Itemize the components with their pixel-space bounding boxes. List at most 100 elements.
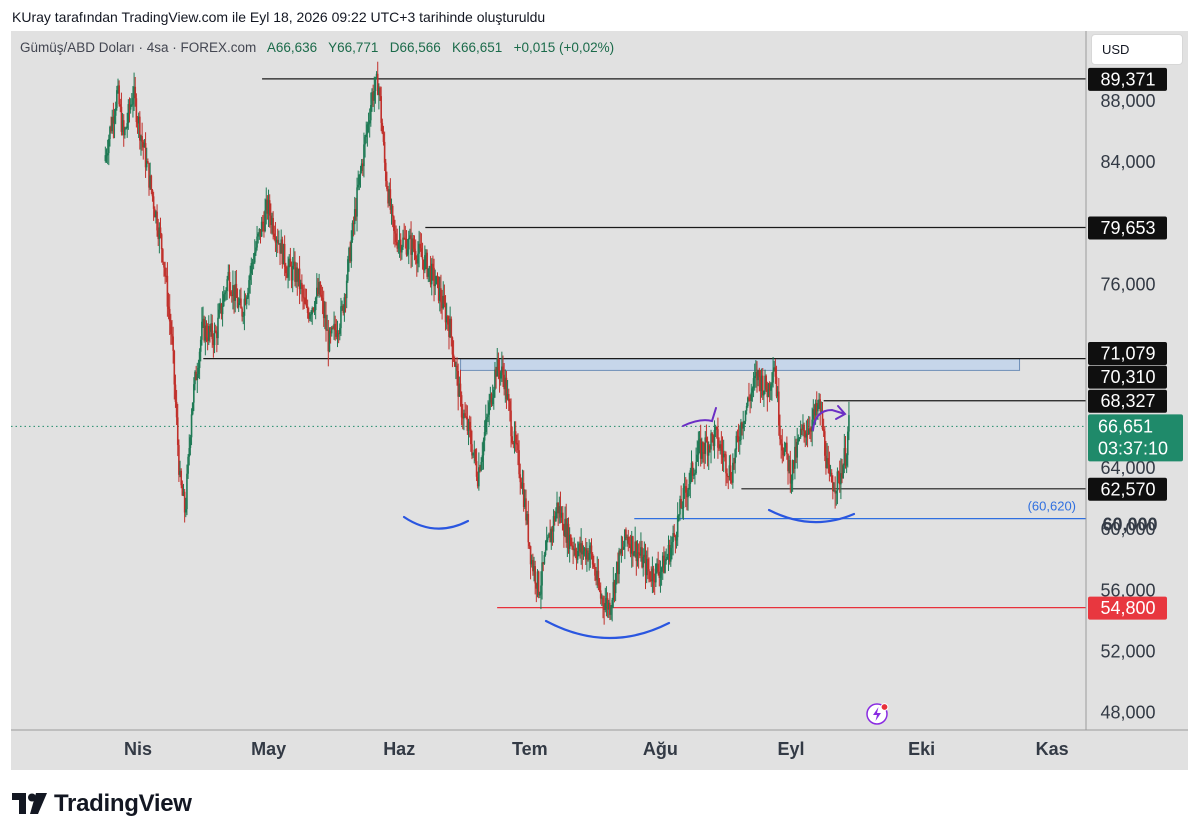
- candle-body: [522, 483, 525, 507]
- candle-body: [479, 467, 481, 471]
- right-shoulder-arc[interactable]: [767, 508, 856, 524]
- y-tick-label: 52,000: [1100, 641, 1155, 661]
- purple-arrow-1[interactable]: [682, 407, 717, 427]
- candle-body: [325, 315, 327, 331]
- candle-body: [110, 126, 112, 132]
- candle-body: [188, 448, 191, 457]
- candle-body: [364, 137, 366, 145]
- candle-body: [656, 563, 658, 565]
- candle-body: [732, 462, 734, 483]
- candle-body: [105, 155, 108, 157]
- candle-body: [678, 514, 680, 516]
- candle-body: [533, 566, 535, 572]
- candle-body: [276, 239, 279, 244]
- candle-body: [832, 481, 834, 492]
- candle-body: [545, 539, 548, 551]
- candle-body: [675, 537, 678, 541]
- candle-body: [109, 126, 111, 139]
- candle-body: [544, 550, 547, 556]
- candle-body: [514, 431, 517, 443]
- candle-body: [128, 104, 131, 110]
- candle-body: [802, 424, 804, 429]
- symbol-name[interactable]: Gümüş/ABD Doları · 4sa · FOREX.com: [20, 40, 257, 55]
- candle-body: [528, 542, 531, 547]
- candle-body: [348, 247, 350, 260]
- y-tick-label: 56,000: [1100, 580, 1155, 600]
- candle-body: [119, 104, 122, 107]
- candle-body: [426, 252, 428, 277]
- candle-body: [505, 377, 508, 400]
- candle-body: [707, 445, 710, 456]
- candle-body: [764, 375, 766, 391]
- purple-arrow-2[interactable]: [812, 405, 847, 431]
- candle-body: [151, 189, 154, 197]
- currency-button[interactable]: USD: [1091, 34, 1183, 65]
- candle-body: [347, 259, 349, 281]
- candle-body: [195, 371, 197, 381]
- chart-caption: KUray tarafından TradingView.com ile Eyl…: [12, 9, 546, 25]
- candle-body: [162, 249, 164, 263]
- candle-body: [690, 462, 693, 471]
- candle-body: [406, 249, 409, 255]
- candle-body: [309, 314, 311, 319]
- head-arc[interactable]: [544, 619, 671, 640]
- alert-icon[interactable]: [864, 701, 890, 727]
- candle-body: [581, 543, 584, 555]
- neckline-value-label: (60,620): [1028, 499, 1076, 514]
- candle-body: [726, 473, 728, 477]
- candle-body: [756, 371, 758, 381]
- candle-body: [572, 545, 574, 551]
- candle-body: [389, 189, 392, 210]
- candle-body: [765, 375, 767, 390]
- last-price-tag-bg: [1088, 414, 1183, 462]
- candle-body: [456, 365, 458, 372]
- candle-body: [474, 449, 477, 462]
- candle-body: [482, 440, 485, 456]
- candle-body: [437, 276, 440, 301]
- candle-body: [257, 233, 260, 237]
- candle-body: [344, 297, 347, 299]
- candle-body: [812, 409, 815, 420]
- candle-body: [368, 120, 371, 124]
- candle-body: [222, 294, 225, 307]
- candle-body: [660, 567, 663, 572]
- candle-body: [605, 598, 608, 603]
- candle-body: [237, 302, 240, 308]
- candle-body: [111, 117, 114, 132]
- candle-body: [814, 403, 817, 416]
- candle-body: [152, 196, 155, 209]
- candle-body: [805, 433, 808, 438]
- candle-body: [387, 189, 389, 204]
- candle-body: [145, 161, 148, 168]
- candle-body: [378, 87, 380, 95]
- price-tag: 79,653: [1100, 218, 1155, 238]
- candle-body: [350, 240, 353, 262]
- candle-body: [409, 235, 411, 239]
- last-price-value: 66,651: [1098, 416, 1153, 436]
- candle-body: [790, 480, 793, 484]
- candle-body: [106, 153, 109, 156]
- resistance-zone[interactable]: [460, 358, 1021, 371]
- candle-body: [333, 323, 335, 328]
- legend-low: D66,566: [389, 40, 441, 55]
- candle-body: [774, 367, 777, 377]
- left-shoulder-arc[interactable]: [402, 515, 470, 530]
- candle-body: [602, 597, 604, 605]
- candle-body: [515, 442, 518, 445]
- candle-body: [543, 555, 546, 564]
- candle-body: [766, 389, 769, 398]
- candle-body: [288, 258, 291, 268]
- candle-body: [583, 548, 586, 552]
- candle-body: [736, 435, 739, 437]
- candle-body: [651, 568, 654, 582]
- candle-body: [751, 388, 754, 393]
- candle-body: [564, 518, 566, 536]
- candle-body: [763, 390, 765, 396]
- candle-body: [696, 454, 699, 462]
- candle-body: [311, 308, 314, 315]
- candle-body: [229, 291, 232, 295]
- candle-body: [647, 558, 649, 570]
- price-tag-bg: [1088, 389, 1167, 413]
- candle-body: [289, 258, 292, 267]
